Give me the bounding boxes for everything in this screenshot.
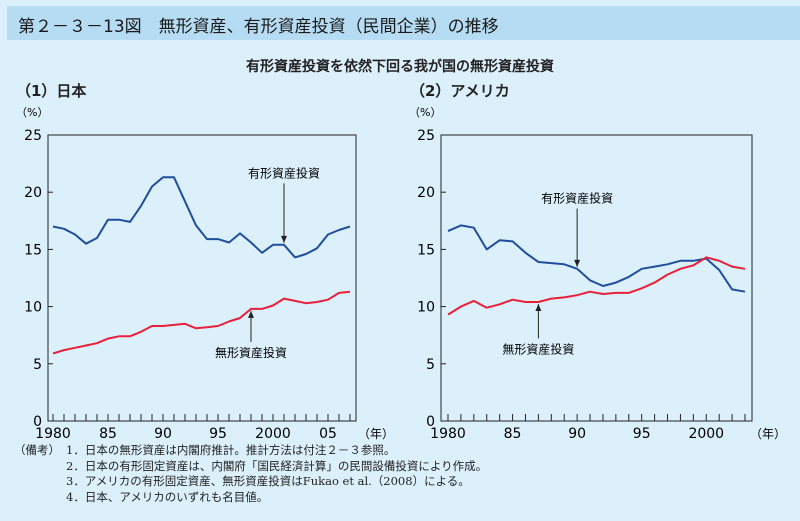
- y-tick-label: 10: [417, 300, 435, 316]
- x-tick-label: 90: [154, 426, 172, 442]
- y-axis-unit: （%）: [16, 106, 48, 119]
- y-tick-label: 20: [24, 185, 42, 201]
- annotation-arrowhead: [535, 304, 542, 312]
- y-tick-label: 0: [33, 414, 42, 430]
- x-tick-label: 90: [568, 426, 586, 442]
- x-tick-label: 95: [209, 426, 227, 442]
- title-bar: [7, 6, 800, 40]
- y-tick-label: 15: [417, 242, 435, 258]
- y-axis-unit: （%）: [409, 106, 441, 119]
- x-tick-label: 2000: [255, 426, 291, 442]
- note-item: 3．アメリカの有形固定資産、無形資産投資はFukao et al.（2008）に…: [66, 474, 470, 488]
- series-label-tangible: 有形資産投資: [541, 190, 613, 205]
- x-tick-label: 95: [633, 426, 651, 442]
- x-tick-label: 85: [504, 426, 522, 442]
- note-item: 1．日本の無形資産は内閣府推計。推計方法は付注２－３参照。: [66, 443, 396, 457]
- x-tick-label: 05: [319, 426, 337, 442]
- notes: （備考） 1．日本の無形資産は内閣府推計。推計方法は付注２－３参照。 2．日本の有…: [14, 443, 487, 505]
- annotation-arrowhead: [248, 310, 254, 318]
- x-axis-unit: （年）: [358, 427, 394, 441]
- x-tick-label: 1980: [430, 426, 466, 442]
- note-item: 2．日本の有形固定資産は、内閣府「国民経済計算」の民間設備投資により作成。: [66, 458, 488, 473]
- series-line-tangible: [447, 224, 746, 293]
- plot-frame: [440, 134, 753, 422]
- series-label-intangible: 無形資産投資: [502, 342, 574, 357]
- x-axis-unit: （年）: [750, 427, 786, 441]
- series-label-intangible: 無形資産投資: [215, 345, 287, 360]
- y-tick-label: 25: [24, 128, 42, 144]
- y-tick-label: 5: [426, 357, 435, 373]
- y-tick-label: 20: [417, 185, 435, 201]
- annotation-arrowhead: [574, 259, 581, 267]
- panel-title-japan: （1）日本: [16, 82, 87, 100]
- annotation-arrowhead: [281, 235, 287, 243]
- y-tick-label: 25: [417, 128, 435, 144]
- x-tick-label: 85: [99, 426, 117, 442]
- x-tick-label: 2000: [688, 426, 724, 442]
- note-item: 4．日本、アメリカのいずれも名目値。: [66, 489, 269, 504]
- panel-title-usa: （2）アメリカ: [410, 82, 510, 100]
- figure-title: 第２－３－13図 無形資産、有形資産投資（民間企業）の推移: [18, 17, 499, 37]
- x-tick-label: 1980: [35, 426, 71, 442]
- notes-label: （備考）: [14, 443, 60, 457]
- plot-frame: [47, 134, 357, 422]
- figure-subtitle: 有形資産投資を依然下回る我が国の無形資産投資: [246, 59, 554, 75]
- series-line-intangible: [447, 256, 746, 316]
- y-tick-label: 10: [24, 300, 42, 316]
- series-label-tangible: 有形資産投資: [248, 165, 320, 180]
- series-line-tangible: [52, 176, 351, 259]
- y-tick-label: 0: [426, 414, 435, 430]
- series-line-intangible: [52, 290, 351, 355]
- y-tick-label: 15: [24, 242, 42, 258]
- y-tick-label: 5: [33, 357, 42, 373]
